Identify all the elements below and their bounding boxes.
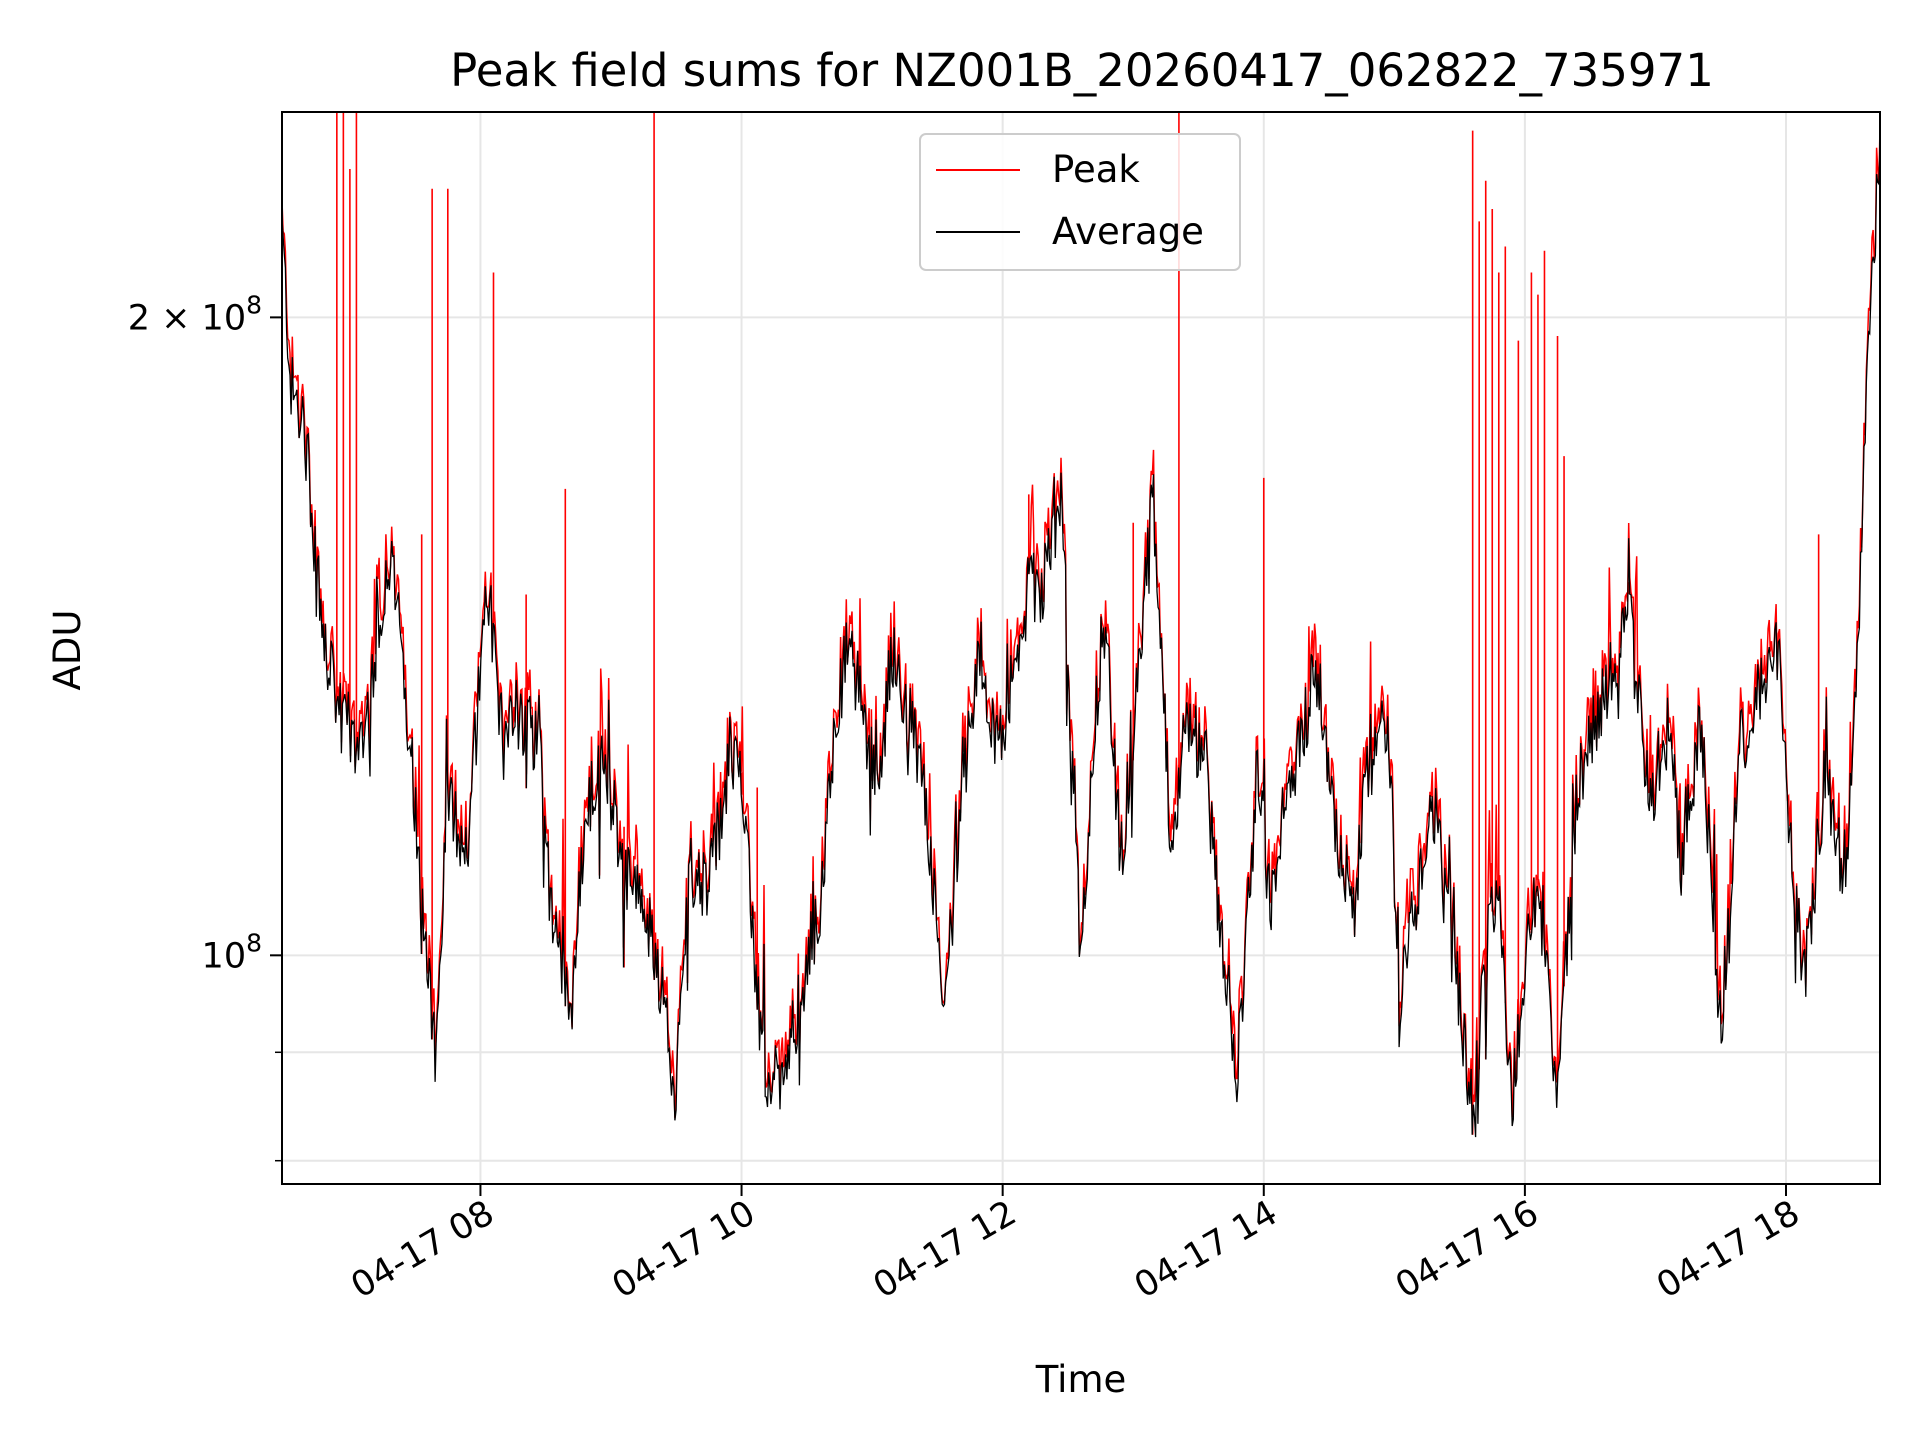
legend-peak-label: Peak [1052,148,1140,191]
y-axis: 108 2 × 108 [128,290,282,1162]
grid [282,112,1880,1184]
y-tick-label: 108 [202,928,262,976]
plot-frame [281,111,1881,1185]
plot-area [281,112,1881,1138]
y-axis-label: ADU [46,610,89,691]
x-axis-label: Time [1035,1358,1127,1401]
legend-box [919,133,1241,271]
chart-title: Peak field sums for NZ001B_20260417_0628… [450,44,1714,97]
legend: Peak Average [919,133,1241,271]
y-tick-label: 2 × 108 [128,290,262,338]
legend-average-label: Average [1052,210,1204,253]
series-average-line [281,141,1881,1138]
